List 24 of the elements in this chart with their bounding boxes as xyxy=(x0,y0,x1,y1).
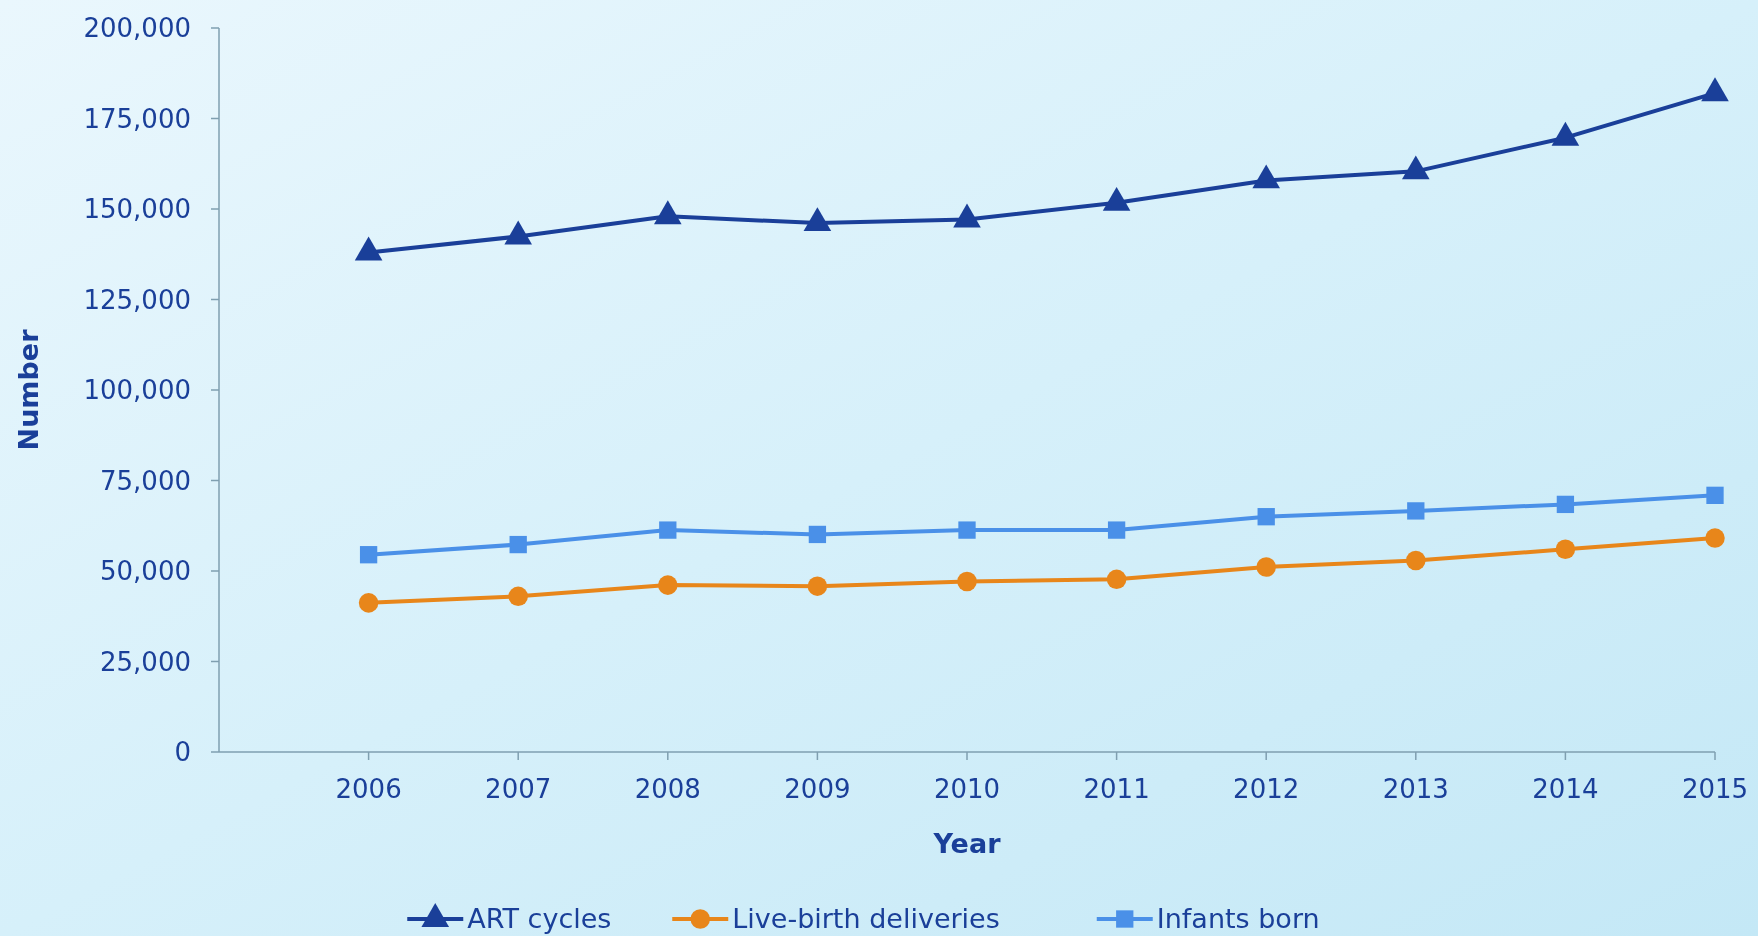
y-tick-label: 200,000 xyxy=(83,13,191,44)
x-tick-label: 2011 xyxy=(1083,774,1150,804)
y-tick-label: 175,000 xyxy=(83,103,191,134)
x-tick-label: 2009 xyxy=(784,774,851,804)
y-axis-title: Number xyxy=(13,328,44,451)
y-tick-label: 50,000 xyxy=(100,556,191,587)
x-tick-label: 2007 xyxy=(485,774,552,804)
legend-label: Live-birth deliveries xyxy=(732,903,1000,935)
y-tick-label: 150,000 xyxy=(83,194,191,225)
x-tick-label: 2006 xyxy=(335,774,402,804)
x-tick-label: 2010 xyxy=(933,774,1001,804)
x-tick-label: 2015 xyxy=(1681,774,1749,804)
legend-label: Infants born xyxy=(1156,903,1320,935)
x-tick-label: 2013 xyxy=(1382,774,1449,804)
x-tick-label: 2012 xyxy=(1233,774,1300,804)
y-tick-label: 0 xyxy=(174,737,191,768)
x-tick-label: 2008 xyxy=(634,774,701,804)
y-tick-label: 125,000 xyxy=(83,284,191,315)
legend-label: ART cycles xyxy=(467,903,612,935)
y-tick-label: 25,000 xyxy=(100,646,191,677)
x-tick-label: 2014 xyxy=(1532,774,1599,804)
y-tick-label: 75,000 xyxy=(100,465,191,496)
y-tick-label: 100,000 xyxy=(83,375,191,406)
x-axis-title: Year xyxy=(932,828,1002,859)
